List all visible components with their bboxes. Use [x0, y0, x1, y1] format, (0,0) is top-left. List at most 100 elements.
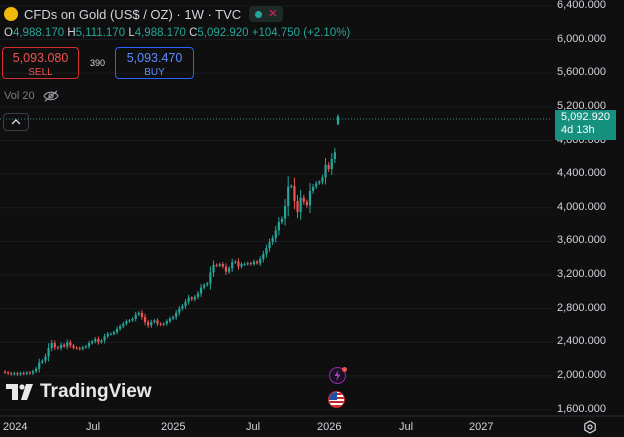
sell-price: 5,093.080: [12, 51, 69, 65]
candle-body: [243, 264, 246, 266]
candle-body: [209, 272, 212, 284]
candle-body: [112, 332, 116, 334]
price-tick-label: 5,200.000: [557, 99, 606, 112]
close-icon: ✕: [268, 8, 278, 20]
candle-body: [299, 197, 302, 212]
candle-body: [296, 201, 299, 212]
candle-body: [19, 373, 22, 375]
candle-body: [159, 323, 162, 325]
status-pill[interactable]: ✕: [249, 6, 284, 22]
candle-body: [312, 186, 315, 191]
candle-body: [3, 371, 7, 373]
candle-body: [69, 342, 72, 346]
candle-body: [128, 320, 131, 322]
candle-body: [224, 266, 228, 272]
candle-body: [196, 293, 200, 297]
candle-body: [336, 116, 340, 125]
high-value: 5,111.170: [75, 27, 126, 39]
candle-body: [165, 321, 168, 324]
candle-body: [218, 264, 221, 266]
candle-body: [333, 152, 336, 159]
candle-body: [35, 368, 38, 372]
us-flag-icon[interactable]: [328, 391, 345, 408]
tradingview-logo: TradingView: [6, 381, 152, 403]
candle-body: [181, 306, 184, 309]
symbol-header[interactable]: CFDs on Gold (US$ / OZ) · 1W · TVC ✕: [4, 6, 284, 22]
candle-body: [234, 261, 237, 263]
candle-body: [221, 264, 224, 267]
candle-body: [87, 343, 91, 347]
candle-body: [190, 297, 193, 300]
settings-icon[interactable]: [583, 420, 597, 434]
candle-body: [249, 263, 252, 265]
candle-body: [268, 242, 271, 249]
sell-label: SELL: [28, 67, 53, 78]
candle-body: [115, 328, 119, 333]
candle-body: [283, 206, 287, 219]
time-tick-label: 2027: [469, 421, 494, 433]
low-label: L: [128, 27, 135, 39]
ohlc-legend: O4,988.170 H5,111.170 L4,988.170 C5,092.…: [4, 27, 350, 39]
open-label: O: [4, 27, 13, 39]
candle-body: [84, 346, 88, 348]
bar-countdown: 4d 13h: [561, 124, 595, 136]
candle-body: [119, 326, 122, 329]
candle-body: [315, 183, 318, 187]
candle-body: [75, 347, 78, 349]
sell-button[interactable]: 5,093.080 SELL: [2, 47, 79, 79]
candle-body: [271, 238, 274, 243]
price-tick-label: 4,000.000: [557, 200, 606, 213]
candle-body: [122, 323, 125, 327]
candle-body: [227, 268, 231, 272]
candle-body: [28, 372, 31, 374]
time-tick-label: 2025: [161, 421, 186, 433]
us-flag-graphic: [329, 392, 344, 407]
price-tick-label: 2,400.000: [557, 335, 606, 348]
candle-body: [47, 348, 50, 357]
last-price-value: 5,092.920: [561, 111, 610, 123]
candle-body: [255, 261, 259, 264]
candle-body: [97, 338, 100, 343]
candle-body: [199, 287, 203, 294]
candle-body: [72, 345, 75, 348]
tradingview-logo-icon: [6, 384, 33, 400]
gold-coin-icon: [4, 7, 18, 21]
close-value: 5,092.920: [197, 27, 249, 39]
candle-body: [212, 264, 215, 273]
change-value: +104.750 (+2.10%): [251, 27, 351, 39]
candle-body: [293, 185, 296, 202]
candle-body: [50, 343, 53, 349]
candle-body: [240, 264, 243, 267]
time-tick-label: 2026: [317, 421, 342, 433]
buy-label: BUY: [144, 67, 165, 78]
candle-body: [125, 321, 128, 324]
candle-body: [147, 322, 150, 326]
price-tick-label: 5,600.000: [557, 66, 606, 79]
price-tick-label: 6,000.000: [557, 32, 606, 45]
candle-body: [262, 253, 265, 260]
price-tick-label: 3,600.000: [557, 234, 606, 247]
tradingview-wordmark: TradingView: [40, 381, 152, 402]
candle-body: [237, 261, 240, 267]
candle-body: [259, 259, 262, 264]
candle-body: [327, 164, 330, 170]
candle-body: [7, 372, 10, 374]
candle-body: [203, 285, 206, 288]
candle-body: [246, 263, 249, 265]
collapse-legend-button[interactable]: [3, 113, 29, 131]
candle-body: [308, 190, 312, 206]
eye-off-icon[interactable]: [42, 90, 59, 102]
event-marker[interactable]: [329, 367, 347, 384]
volume-legend[interactable]: Vol 20: [4, 90, 59, 102]
candle-body: [59, 344, 63, 349]
candle-body: [16, 373, 19, 375]
candle-body: [13, 373, 16, 375]
time-tick-label: 2024: [3, 421, 28, 433]
candle-body: [231, 262, 234, 269]
price-tick-label: 1,600.000: [557, 402, 606, 415]
candle-body: [56, 347, 60, 349]
candle-body: [175, 312, 178, 318]
buy-button[interactable]: 5,093.470 BUY: [115, 47, 194, 79]
candle-body: [265, 248, 268, 254]
